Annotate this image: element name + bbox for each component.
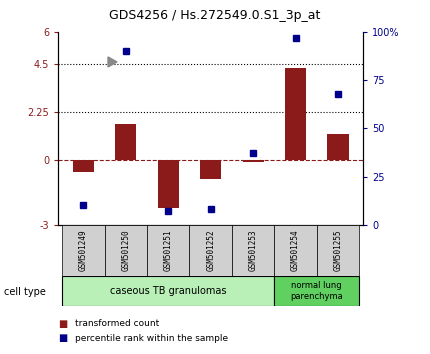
Bar bbox=[190, 225, 232, 276]
Text: percentile rank within the sample: percentile rank within the sample bbox=[75, 333, 228, 343]
Bar bbox=[317, 225, 359, 276]
Bar bbox=[200, 160, 221, 179]
Bar bbox=[232, 225, 274, 276]
Text: GDS4256 / Hs.272549.0.S1_3p_at: GDS4256 / Hs.272549.0.S1_3p_at bbox=[109, 9, 321, 22]
Text: GSM501252: GSM501252 bbox=[206, 230, 215, 271]
Bar bbox=[274, 276, 359, 306]
Polygon shape bbox=[108, 57, 117, 67]
Bar bbox=[285, 68, 306, 160]
Text: GSM501251: GSM501251 bbox=[164, 230, 173, 271]
Text: transformed count: transformed count bbox=[75, 319, 160, 329]
Text: GSM501250: GSM501250 bbox=[121, 230, 130, 271]
Text: cell type: cell type bbox=[4, 287, 46, 297]
Text: GSM501253: GSM501253 bbox=[249, 230, 258, 271]
Bar bbox=[73, 160, 94, 172]
Bar bbox=[62, 276, 274, 306]
Text: ■: ■ bbox=[58, 319, 68, 329]
Bar bbox=[104, 225, 147, 276]
Bar bbox=[158, 160, 179, 208]
Bar bbox=[327, 134, 348, 160]
Text: GSM501254: GSM501254 bbox=[291, 230, 300, 271]
Text: GSM501249: GSM501249 bbox=[79, 230, 88, 271]
Bar bbox=[115, 124, 136, 160]
Bar bbox=[62, 225, 104, 276]
Text: GSM501255: GSM501255 bbox=[333, 230, 342, 271]
Bar bbox=[274, 225, 317, 276]
Text: caseous TB granulomas: caseous TB granulomas bbox=[110, 286, 227, 296]
Bar bbox=[243, 160, 264, 161]
Text: normal lung
parenchyma: normal lung parenchyma bbox=[290, 281, 343, 301]
Bar bbox=[147, 225, 190, 276]
Text: ■: ■ bbox=[58, 333, 68, 343]
